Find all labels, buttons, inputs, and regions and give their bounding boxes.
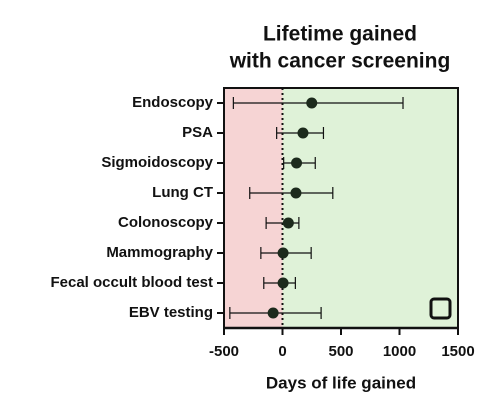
point	[267, 307, 279, 319]
point	[290, 187, 302, 199]
corner-icon	[429, 297, 452, 320]
point	[306, 97, 318, 109]
negative-region	[224, 88, 283, 328]
point	[291, 157, 303, 169]
positive-region	[282, 88, 458, 328]
x-tick-label: 1000	[383, 343, 416, 360]
chart-title-line: Lifetime gained	[263, 23, 417, 46]
x-tick-label: 1500	[441, 343, 474, 360]
y-tick-label: Lung CT	[152, 184, 213, 201]
chart-title-line: with cancer screening	[229, 50, 451, 73]
point	[282, 217, 294, 229]
x-tick-label: -500	[209, 343, 239, 360]
y-tick-label: PSA	[182, 124, 213, 141]
x-tick-label: 0	[278, 343, 286, 360]
y-tick-label: Endoscopy	[132, 94, 214, 111]
y-tick-label: EBV testing	[129, 304, 213, 321]
point	[297, 127, 309, 139]
x-tick-label: 500	[328, 343, 353, 360]
y-tick-label: Colonoscopy	[118, 214, 214, 231]
x-axis-title: Days of life gained	[266, 373, 416, 392]
y-tick-label: Fecal occult blood test	[50, 274, 213, 291]
y-tick-label: Mammography	[106, 244, 213, 261]
point	[277, 277, 289, 289]
point	[277, 247, 289, 259]
y-tick-label: Sigmoidoscopy	[101, 154, 213, 171]
